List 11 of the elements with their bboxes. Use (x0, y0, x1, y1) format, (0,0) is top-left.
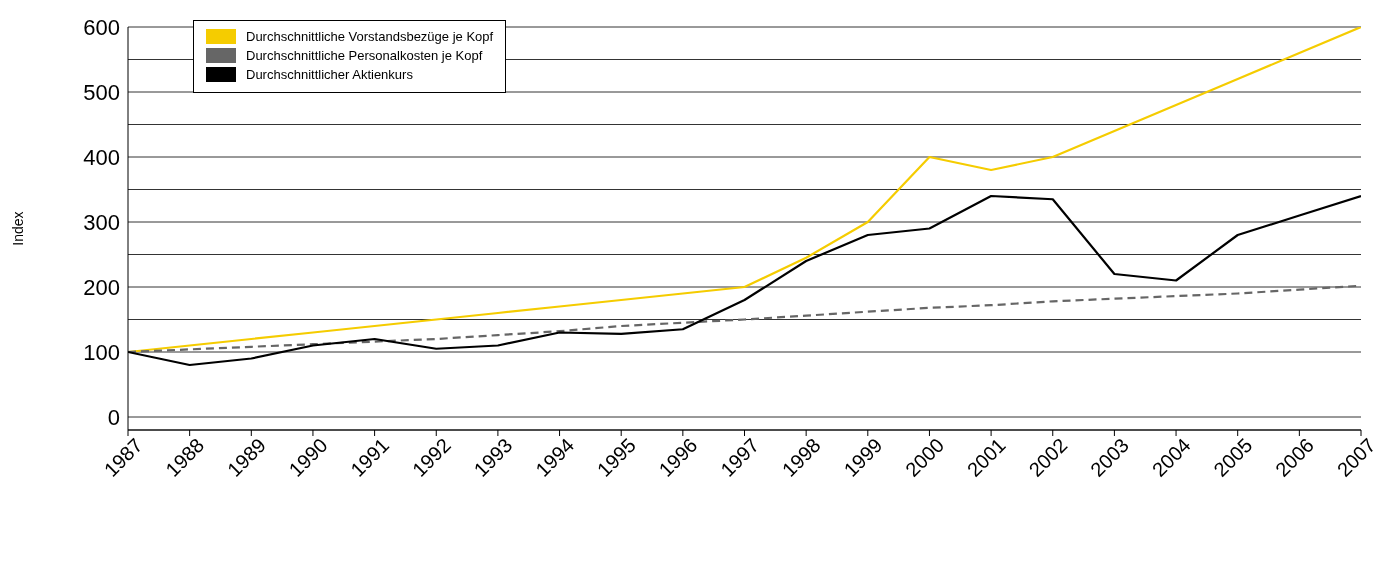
legend-label: Durchschnittliche Personalkosten je Kopf (246, 48, 483, 63)
legend-label: Durchschnittlicher Aktienkurs (246, 67, 413, 82)
y-tick-label: 100 (83, 339, 120, 365)
y-axis-title: Index (9, 211, 26, 246)
y-tick-label: 0 (107, 404, 120, 430)
y-tick-label: 600 (83, 14, 120, 40)
legend-label: Durchschnittliche Vorstandsbezüge je Kopf (246, 29, 494, 44)
y-tick-label: 400 (83, 144, 120, 170)
y-tick-label: 300 (83, 209, 120, 235)
y-tick-label: 200 (83, 274, 120, 300)
y-tick-label: 500 (83, 79, 120, 105)
